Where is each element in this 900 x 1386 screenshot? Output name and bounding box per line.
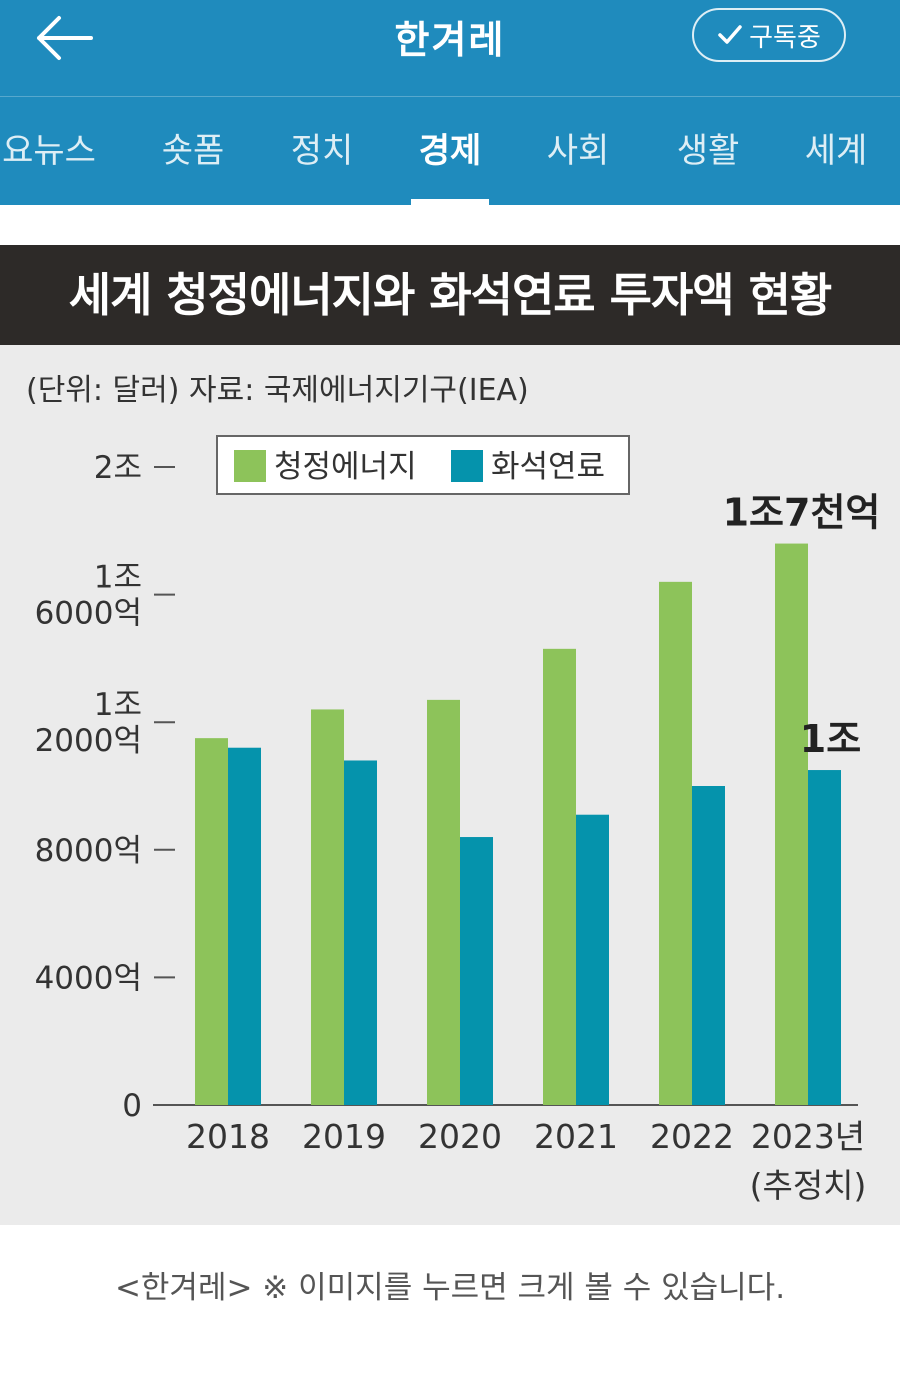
category-tabs: 요뉴스 숏폼 정치 경제 사회 생활 세계 xyxy=(0,97,900,205)
data-label: 1조 xyxy=(800,717,861,761)
bar-clean-energy xyxy=(195,738,228,1105)
app-title: 한겨레 xyxy=(394,18,506,62)
subscribe-label: 구독중 xyxy=(749,22,821,53)
y-tick-label: 6000억 xyxy=(35,596,142,632)
arrow-left-icon xyxy=(33,14,95,66)
bar-fossil-fuel xyxy=(692,786,725,1105)
bar-fossil-fuel xyxy=(808,770,841,1105)
header-divider xyxy=(0,96,900,97)
tab-politics[interactable]: 정치 xyxy=(290,131,354,171)
checkmark-icon xyxy=(717,24,743,46)
bar-clean-energy xyxy=(311,709,344,1105)
legend-label: 화석연료 xyxy=(491,449,605,485)
tab-economy[interactable]: 경제 xyxy=(418,131,482,171)
y-tick-label: 1조 xyxy=(94,560,142,596)
x-tick-label: 2022 xyxy=(650,1117,734,1156)
legend-box xyxy=(216,435,630,495)
x-tick-label: 2021 xyxy=(534,1117,618,1156)
image-caption: <한겨레> ※ 이미지를 누르면 크게 볼 수 있습니다. xyxy=(114,1270,786,1306)
legend-swatch xyxy=(451,450,483,482)
active-tab-indicator xyxy=(411,199,489,205)
x-tick-label: 2018 xyxy=(186,1117,270,1156)
y-tick-label: 2000억 xyxy=(35,723,142,759)
x-tick-label: 2019 xyxy=(302,1117,386,1156)
y-tick-label: 1조 xyxy=(94,687,142,723)
app-header: 한겨레 구독중 요뉴스 숏폼 정치 경제 사회 생활 세계 xyxy=(0,0,900,205)
y-tick-label: 2조 xyxy=(94,450,142,486)
chart-source-note: (단위: 달러) 자료: 국제에너지기구(IEA) xyxy=(26,373,529,408)
y-tick-label: 4000억 xyxy=(35,960,142,996)
bar-clean-energy xyxy=(775,543,808,1105)
legend-swatch xyxy=(234,450,266,482)
x-tick-note: (추정치) xyxy=(750,1166,867,1205)
chart-figure[interactable]: 세계 청정에너지와 화석연료 투자액 현황 (단위: 달러) 자료: 국제에너지… xyxy=(0,245,900,1225)
bar-clean-energy xyxy=(543,648,576,1105)
legend-label: 청정에너지 xyxy=(274,449,417,485)
tab-society[interactable]: 사회 xyxy=(546,131,610,171)
tab-world[interactable]: 세계 xyxy=(804,131,868,171)
back-button[interactable] xyxy=(22,10,106,70)
tab-life[interactable]: 생활 xyxy=(676,131,740,171)
data-label: 1조7천억 xyxy=(723,491,881,535)
y-tick-label: 0 xyxy=(122,1088,142,1124)
bar-clean-energy xyxy=(427,699,460,1105)
subscribe-button[interactable]: 구독중 xyxy=(692,8,846,62)
tab-shortform[interactable]: 숏폼 xyxy=(161,131,225,171)
bar-clean-energy xyxy=(659,581,692,1105)
tab-news[interactable]: 요뉴스 xyxy=(2,131,96,171)
bar-fossil-fuel xyxy=(228,747,261,1105)
bar-fossil-fuel xyxy=(344,760,377,1105)
x-tick-label: 2023년 xyxy=(751,1117,865,1156)
y-tick-label: 8000억 xyxy=(35,833,142,869)
chart-title: 세계 청정에너지와 화석연료 투자액 현황 xyxy=(0,245,900,345)
x-tick-label: 2020 xyxy=(418,1117,502,1156)
top-bar: 한겨레 구독중 xyxy=(0,0,900,96)
bar-fossil-fuel xyxy=(460,837,493,1105)
bar-fossil-fuel xyxy=(576,814,609,1105)
